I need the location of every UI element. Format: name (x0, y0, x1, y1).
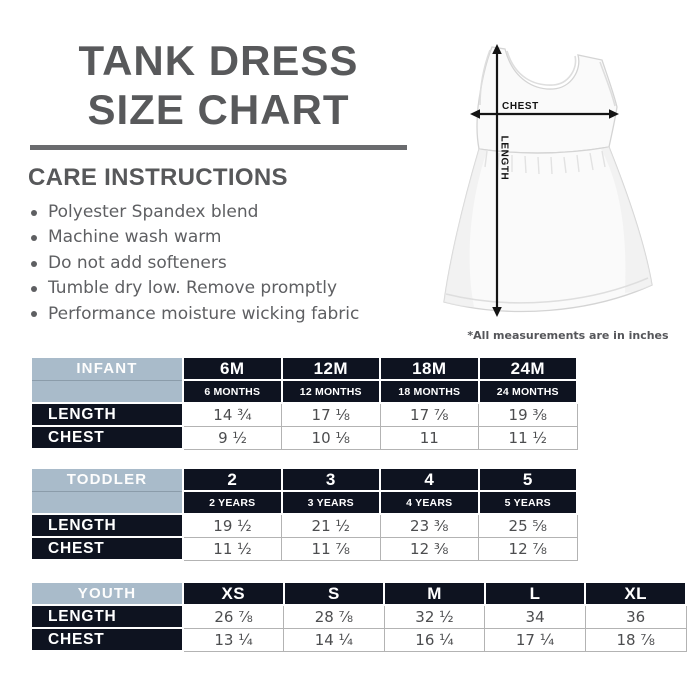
care-instruction-item: Tumble dry low. Remove promptly (31, 276, 431, 301)
chest-row-label: CHEST (30, 425, 184, 450)
group-header: INFANT (30, 356, 184, 381)
chest-value: 14 ¼ (283, 627, 385, 652)
size-header: 4 (379, 467, 480, 492)
length-row-label: LENGTH (30, 513, 184, 538)
size-header: 6M (182, 356, 283, 381)
care-instruction-item: Polyester Spandex blend (31, 200, 431, 225)
care-instructions-list: Polyester Spandex blend Machine wash war… (31, 200, 431, 327)
care-instruction-item: Machine wash warm (31, 225, 431, 250)
size-header: 18M (379, 356, 480, 381)
length-value: 23 ⅜ (379, 513, 479, 538)
page-title: TANK DRESS SIZE CHART (30, 36, 407, 134)
size-header: 5 (477, 467, 578, 492)
chest-arrow (470, 109, 619, 119)
size-subheader: 24 MONTHS (477, 379, 578, 404)
size-header: XS (182, 581, 285, 606)
size-header: L (483, 581, 587, 606)
care-instructions-heading: CARE INSTRUCTIONS (28, 164, 288, 191)
group-header-spacer (30, 379, 184, 404)
size-header: M (383, 581, 486, 606)
size-subheader: 5 YEARS (477, 490, 578, 515)
title-divider (30, 145, 407, 150)
length-label: LENGTH (499, 136, 510, 181)
size-subheader: 4 YEARS (379, 490, 480, 515)
length-value: 21 ½ (281, 513, 381, 538)
chest-value: 18 ⅞ (584, 627, 687, 652)
length-arrow (492, 44, 502, 317)
length-row-label: LENGTH (30, 604, 184, 629)
length-value: 28 ⅞ (283, 604, 385, 629)
length-value: 36 (584, 604, 687, 629)
length-value: 17 ⅛ (281, 402, 381, 427)
page-title-line1: TANK DRESS (78, 37, 359, 84)
page-title-line2: SIZE CHART (87, 86, 350, 133)
chest-value: 13 ¼ (182, 627, 285, 652)
length-value: 14 ¾ (182, 402, 282, 427)
infant-size-table: INFANT 6M 12M 18M 24M 6 MONTHS 12 MONTHS… (30, 356, 578, 450)
chest-value: 11 ½ (478, 425, 578, 450)
size-header: 24M (477, 356, 578, 381)
length-row-label: LENGTH (30, 402, 184, 427)
length-value: 17 ⅞ (379, 402, 479, 427)
size-subheader: 18 MONTHS (379, 379, 480, 404)
size-subheader: 3 YEARS (280, 490, 381, 515)
youth-size-table: YOUTH XS S M L XL LENGTH 26 ⅞ 28 ⅞ 32 ½ … (30, 581, 687, 652)
size-header: XL (584, 581, 687, 606)
chest-value: 12 ⅞ (478, 536, 578, 561)
length-value: 19 ⅜ (478, 402, 578, 427)
length-value: 19 ½ (182, 513, 282, 538)
length-value: 26 ⅞ (182, 604, 285, 629)
chest-row-label: CHEST (30, 627, 184, 652)
dress-figure: CHEST LENGTH *All measurements are in in… (435, 20, 700, 342)
size-subheader: 6 MONTHS (182, 379, 283, 404)
chest-label: CHEST (502, 101, 539, 112)
toddler-size-table: TODDLER 2 3 4 5 2 YEARS 3 YEARS 4 YEARS … (30, 467, 578, 561)
chest-value: 10 ⅛ (281, 425, 381, 450)
size-subheader: 12 MONTHS (280, 379, 381, 404)
length-value: 25 ⅝ (478, 513, 578, 538)
chest-value: 11 (379, 425, 479, 450)
chest-row-label: CHEST (30, 536, 184, 561)
size-header: 12M (280, 356, 381, 381)
chest-value: 9 ½ (182, 425, 282, 450)
size-header: S (282, 581, 386, 606)
chest-value: 17 ¼ (484, 627, 586, 652)
measurement-note: *All measurements are in inches (467, 329, 669, 342)
chest-value: 16 ¼ (383, 627, 486, 652)
chest-value: 11 ½ (182, 536, 282, 561)
size-header: 3 (280, 467, 381, 492)
dress-illustration: CHEST LENGTH (443, 44, 653, 317)
length-value: 34 (484, 604, 586, 629)
chest-value: 11 ⅞ (281, 536, 381, 561)
care-instruction-item: Performance moisture wicking fabric (31, 302, 431, 327)
size-subheader: 2 YEARS (182, 490, 283, 515)
group-header-spacer (30, 490, 184, 515)
size-header: 2 (182, 467, 283, 492)
group-header: TODDLER (30, 467, 184, 492)
chest-value: 12 ⅜ (379, 536, 479, 561)
care-instruction-item: Do not add softeners (31, 251, 431, 276)
length-value: 32 ½ (383, 604, 486, 629)
dress-shape (443, 46, 653, 313)
group-header: YOUTH (30, 581, 184, 606)
